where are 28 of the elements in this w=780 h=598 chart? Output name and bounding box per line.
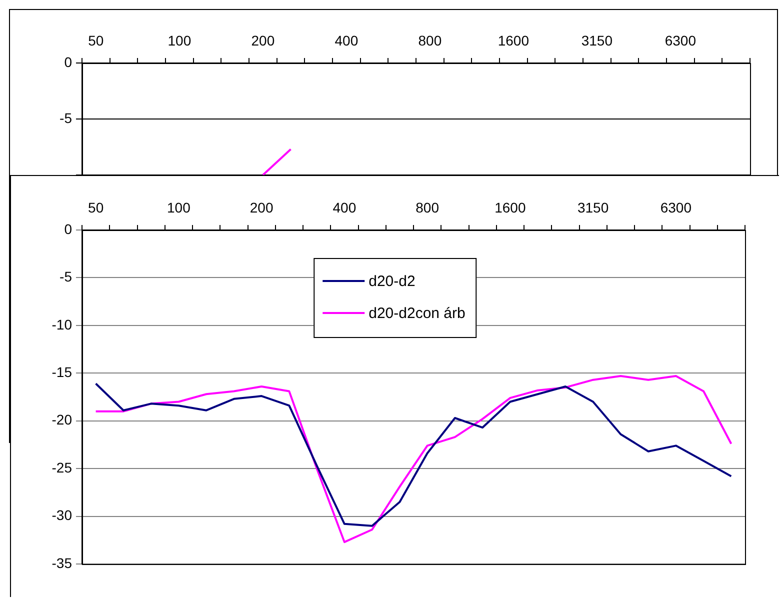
y-tick-label: -5 (60, 110, 72, 126)
x-tick-label: 1600 (494, 199, 526, 216)
x-tick-label: 400 (334, 32, 358, 48)
x-tick-label: 100 (167, 199, 191, 216)
legend-label: d20-d2con árb (368, 304, 466, 322)
x-tick-label: 800 (416, 199, 440, 216)
y-tick-label: -30 (52, 507, 72, 524)
x-tick-label: 6300 (660, 199, 692, 216)
y-tick-label: -15 (52, 364, 72, 380)
y-tick-label: -20 (52, 412, 72, 428)
y-tick-label: -10 (52, 316, 72, 332)
x-tick-label: 400 (332, 199, 356, 216)
x-tick-label: 50 (88, 32, 104, 48)
legend-label: d20-d2 (368, 272, 416, 290)
y-tick-label: 0 (64, 220, 72, 237)
y-tick-label: 0 (64, 54, 72, 70)
y-tick-label: -35 (52, 554, 72, 571)
x-tick-label: 3150 (577, 199, 609, 216)
x-tick-label: 1600 (498, 32, 530, 48)
x-tick-label: 200 (251, 32, 275, 48)
y-tick-label: -25 (52, 459, 72, 476)
x-tick-label: 100 (168, 32, 192, 48)
x-tick-label: 50 (88, 199, 104, 216)
y-tick-label: -5 (60, 268, 72, 285)
x-tick-label: 6300 (664, 32, 696, 48)
x-tick-label: 3150 (581, 32, 613, 48)
x-tick-label: 200 (250, 199, 274, 216)
x-tick-label: 800 (418, 32, 442, 48)
